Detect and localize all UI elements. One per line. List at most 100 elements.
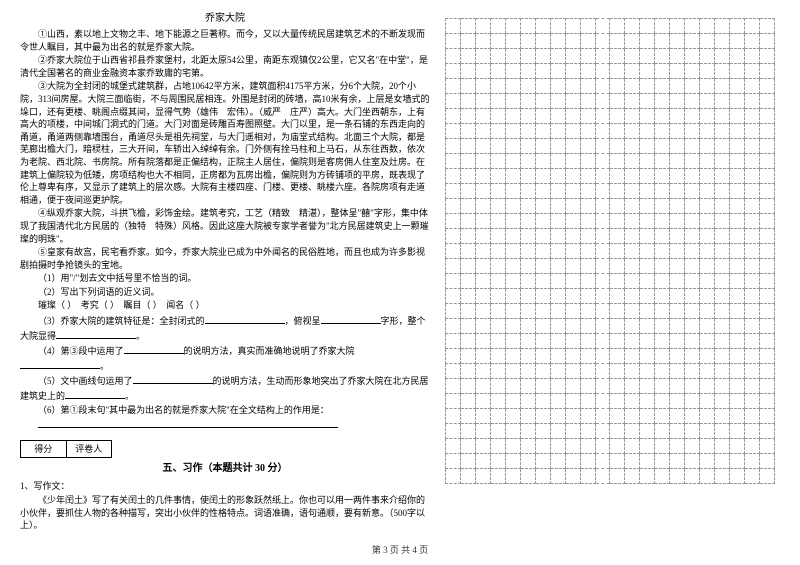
grid-cell [475, 334, 490, 349]
grid-cell [670, 349, 685, 364]
grid-cell [595, 124, 610, 139]
grid-cell [520, 214, 535, 229]
q5-blank1 [133, 373, 213, 384]
grid-cell [715, 349, 730, 364]
grid-cell [700, 244, 715, 259]
question-4: （4）第③段中运用了的说明方法，真实而准确地说明了乔家大院。 [20, 343, 430, 372]
grid-cell [446, 79, 461, 94]
grid-cell [550, 304, 565, 319]
grid-cell [535, 19, 550, 34]
grid-cell [625, 244, 640, 259]
grid-cell [685, 259, 700, 274]
grid-cell [610, 49, 625, 64]
grid-cell [700, 259, 715, 274]
grid-cell [670, 319, 685, 334]
grid-cell [520, 109, 535, 124]
grid-cell [460, 199, 475, 214]
grid-cell [565, 79, 580, 94]
grid-cell [505, 94, 520, 109]
grid-cell [505, 154, 520, 169]
grid-cell [655, 184, 670, 199]
grid-cell [640, 394, 655, 409]
grid-cell [520, 289, 535, 304]
grid-cell [550, 244, 565, 259]
grid-cell [446, 349, 461, 364]
grid-cell [490, 304, 505, 319]
grid-cell [475, 19, 490, 34]
grid-cell [625, 199, 640, 214]
grid-cell [520, 154, 535, 169]
grid-cell [520, 49, 535, 64]
grid-cell [580, 379, 595, 394]
grid-cell [640, 139, 655, 154]
grid-cell [460, 169, 475, 184]
grid-cell [535, 139, 550, 154]
grid-cell [550, 124, 565, 139]
grid-cell [625, 79, 640, 94]
grid-cell [685, 289, 700, 304]
grid-cell [670, 34, 685, 49]
grid-cell [595, 439, 610, 454]
grid-cell [490, 454, 505, 469]
grid-cell [505, 319, 520, 334]
grid-cell [760, 439, 775, 454]
grid-cell [625, 34, 640, 49]
grid-cell [505, 334, 520, 349]
grid-cell [595, 49, 610, 64]
grid-cell [625, 364, 640, 379]
grid-cell [505, 79, 520, 94]
grid-cell [715, 169, 730, 184]
grid-cell [685, 229, 700, 244]
grid-cell [580, 139, 595, 154]
grid-cell [610, 454, 625, 469]
grid-cell [730, 19, 745, 34]
grid-cell [700, 229, 715, 244]
grid-cell [505, 364, 520, 379]
grid-cell [475, 394, 490, 409]
grid-cell [640, 379, 655, 394]
grid-cell [685, 49, 700, 64]
grid-cell [550, 349, 565, 364]
grid-cell [745, 424, 760, 439]
grid-cell [715, 289, 730, 304]
grid-cell [550, 214, 565, 229]
q6-blank [38, 417, 338, 428]
grid-cell [760, 94, 775, 109]
grid-cell [490, 334, 505, 349]
grid-cell [700, 319, 715, 334]
grid-cell [655, 454, 670, 469]
grid-cell [655, 139, 670, 154]
grid-cell [535, 229, 550, 244]
grid-cell [475, 49, 490, 64]
grid-cell [700, 424, 715, 439]
grid-cell [565, 214, 580, 229]
grid-cell [446, 454, 461, 469]
grid-cell [580, 214, 595, 229]
grid-cell [670, 424, 685, 439]
grid-cell [490, 244, 505, 259]
grid-cell [625, 124, 640, 139]
para-5: ⑤皇家有故宫，民宅看乔家。如今，乔家大院业已成为中外闻名的民俗胜地，而且也成为许… [20, 246, 430, 271]
grid-cell [670, 79, 685, 94]
grid-cell [640, 439, 655, 454]
grid-cell [460, 364, 475, 379]
grid-cell [490, 469, 505, 484]
grid-cell [685, 394, 700, 409]
grid-cell [625, 289, 640, 304]
grid-cell [550, 109, 565, 124]
grid-cell [610, 409, 625, 424]
grid-cell [730, 274, 745, 289]
score-label: 得分 [21, 441, 67, 458]
grid-cell [640, 244, 655, 259]
grid-cell [745, 94, 760, 109]
grid-cell [640, 94, 655, 109]
grid-cell [745, 259, 760, 274]
grid-cell [446, 394, 461, 409]
grid-cell [475, 34, 490, 49]
grid-cell [565, 439, 580, 454]
grid-cell [460, 49, 475, 64]
grid-cell [565, 319, 580, 334]
grid-cell [670, 229, 685, 244]
grid-cell [610, 304, 625, 319]
grid-cell [745, 244, 760, 259]
